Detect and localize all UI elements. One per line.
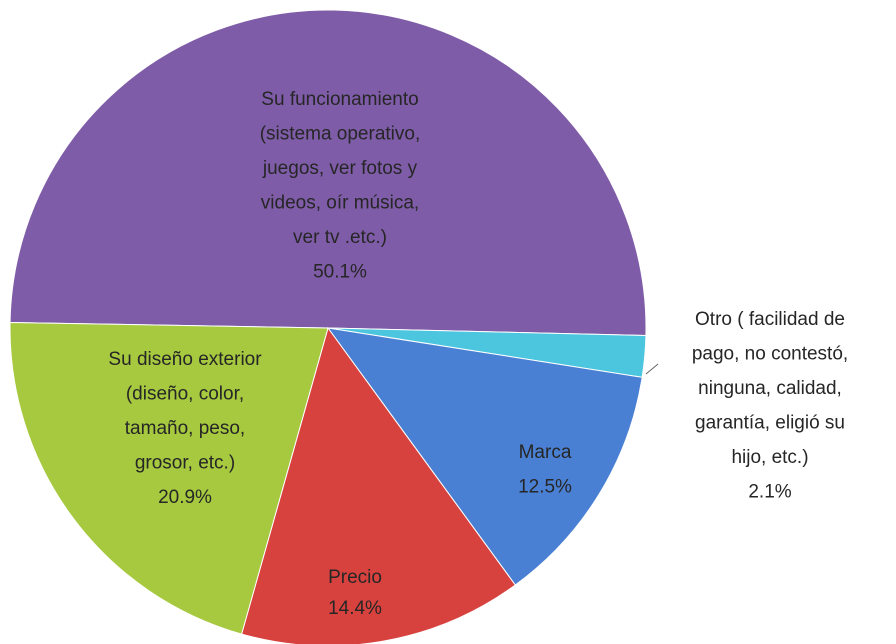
slice-label: Marca: [519, 442, 572, 463]
pie-slice: [9, 9, 647, 337]
slice-label: pago, no contestó,: [692, 344, 848, 365]
value-label: 14.4%: [328, 598, 382, 619]
slice-label: juegos, ver fotos y: [262, 158, 418, 179]
slice-label: Otro ( facilidad de: [695, 309, 845, 330]
slice-label: ver tv .etc.): [293, 227, 387, 248]
slice-label: hijo, etc.): [731, 447, 808, 468]
slice-label: Su funcionamiento: [261, 89, 418, 110]
slice-label: Precio: [328, 567, 382, 588]
pie-slice: [326, 327, 643, 586]
slice-label: (diseño, color,: [126, 384, 244, 405]
value-label: 12.5%: [518, 477, 572, 498]
slice-label: videos, oír música,: [261, 193, 419, 214]
slice-label: garantía, eligió su: [695, 413, 845, 434]
value-label: 2.1%: [748, 482, 791, 503]
slice-label: grosor, etc.): [135, 453, 235, 474]
slice-label: Su diseño exterior: [108, 349, 262, 370]
value-label: 20.9%: [158, 487, 212, 508]
value-label: 50.1%: [313, 262, 367, 283]
leader-line: [645, 363, 659, 375]
slice-label: ninguna, calidad,: [698, 378, 842, 399]
slice-label: (sistema operativo,: [260, 124, 421, 145]
slice-label: tamaño, peso,: [125, 418, 245, 439]
pie-slice: [241, 326, 516, 644]
pie-slice: [9, 321, 329, 635]
